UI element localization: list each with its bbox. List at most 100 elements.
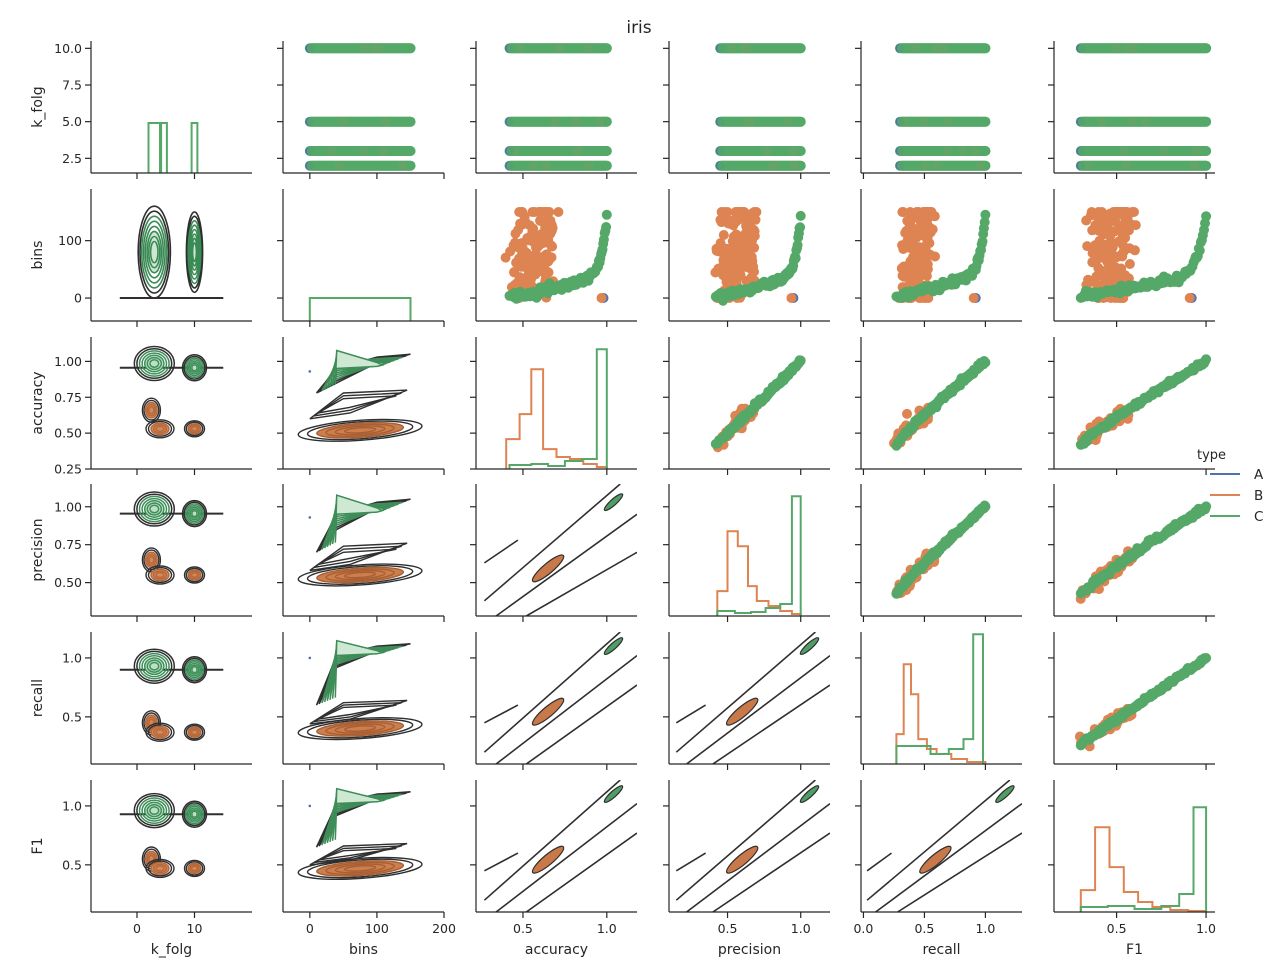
scatter-point-B — [1106, 237, 1117, 248]
panel-F1-vs-accuracy: 0.5 1.0 accuracy — [470, 780, 637, 958]
kde-contour-C — [186, 661, 203, 679]
kde-line — [675, 704, 707, 724]
y-tick-label: 0.25 — [54, 462, 82, 477]
legend-title: type — [1197, 448, 1226, 463]
panel-body — [1074, 653, 1212, 752]
kde-contour-B — [306, 565, 414, 585]
x-axis-label: bins — [349, 942, 378, 958]
scatter-point-B — [1127, 207, 1138, 217]
y-tick-label: 100 — [58, 233, 82, 248]
scatter-point-B — [1120, 232, 1131, 243]
scatter-point-B — [521, 247, 532, 258]
panel-body — [1075, 43, 1212, 171]
kde-contour-C — [334, 349, 385, 384]
hist-C-bar-1 — [160, 122, 168, 173]
panel-body — [483, 632, 637, 764]
panel-F1-vs-F1: 0.5 1.0 F1 — [1048, 780, 1216, 958]
hist-B — [716, 530, 802, 616]
panel-recall-vs-bins — [277, 632, 445, 770]
scatter-point-B — [913, 274, 924, 284]
kde-contour-C — [184, 803, 205, 825]
scatter-point-B — [897, 207, 908, 217]
y-axis-label: recall — [30, 679, 46, 717]
scatter-point-B — [731, 230, 741, 241]
scatter-point-C — [1201, 653, 1212, 663]
kde-contour-C — [191, 364, 198, 372]
kde-line — [483, 780, 621, 901]
panel-body — [895, 633, 987, 764]
kde-contour-B — [309, 389, 408, 420]
y-tick-label: 0.50 — [54, 426, 82, 441]
x-tick-label: 100 — [365, 921, 389, 936]
kde-contour-C — [141, 799, 168, 822]
kde-contour-B — [919, 845, 952, 874]
kde-contour-B — [141, 547, 162, 573]
scatter-point-B — [921, 270, 932, 281]
scatter-point-B — [899, 271, 910, 282]
kde-contour-B — [147, 724, 173, 741]
kde-contour-C — [149, 359, 160, 368]
y-axis-label: precision — [30, 518, 46, 581]
kde-contour-B — [343, 571, 377, 579]
panel-body — [297, 639, 423, 741]
x-tick-label: 10 — [187, 921, 203, 936]
hist-C — [895, 633, 984, 764]
scatter-point-B — [1093, 262, 1104, 273]
panel-body — [1075, 501, 1212, 604]
kde-contour-B — [183, 420, 206, 438]
kde-contour-C — [799, 785, 820, 804]
kde-line — [525, 551, 637, 616]
x-tick-label: 200 — [432, 921, 456, 936]
panel-precision-vs-accuracy — [470, 484, 637, 622]
kde-line — [525, 832, 637, 912]
kde-contour-B — [297, 856, 423, 880]
kde-contour-B — [343, 864, 377, 872]
scatter-point-B — [1101, 213, 1112, 224]
legend-label-A: A — [1254, 467, 1264, 483]
kde-line — [675, 852, 707, 872]
panel-body — [147, 122, 199, 173]
kde-contour-B — [343, 725, 377, 733]
kde-contour-B — [155, 571, 165, 579]
panel-body — [891, 500, 991, 599]
scatter-point-B — [746, 273, 757, 284]
kde-contour-C — [186, 504, 203, 523]
panel-bins-vs-recall — [855, 189, 1022, 327]
hist-B — [1079, 826, 1208, 912]
kde-contour-C — [139, 210, 170, 294]
panel-body — [483, 780, 637, 912]
scatter-point-C — [795, 355, 806, 366]
kde-contour-B — [190, 865, 198, 872]
x-tick-label: 0.0 — [853, 921, 873, 936]
kde-contour-C — [140, 215, 168, 289]
kde-contour-B — [297, 563, 423, 587]
scatter-point-B — [1125, 218, 1135, 229]
scatter-point-B — [1081, 215, 1092, 226]
panel-body — [119, 792, 224, 879]
y-axis-label: accuracy — [30, 371, 46, 434]
scatter-point-B — [524, 220, 535, 231]
kde-contour-C — [141, 497, 168, 521]
kde-line — [525, 684, 637, 764]
kde-line — [675, 632, 816, 753]
panel-body — [119, 205, 224, 299]
kde-contour-C — [334, 639, 385, 698]
panel-body — [675, 780, 830, 912]
kde-contour-C — [183, 657, 206, 682]
kde-contour-B — [147, 860, 173, 877]
scatter-point-B — [898, 244, 909, 254]
scatter-point-B — [724, 253, 735, 264]
scatter-point-B — [968, 293, 979, 303]
y-tick-label: 7.5 — [62, 78, 82, 93]
panel-accuracy-vs-accuracy — [470, 337, 637, 475]
kde-contour-B — [297, 717, 423, 741]
panel-precision-vs-F1 — [1048, 484, 1215, 622]
scatter-point-B — [1099, 250, 1110, 261]
kde-contour-C — [183, 355, 206, 380]
kde-contour-B — [155, 425, 165, 432]
scatter-point-B — [512, 277, 523, 288]
kde-contour-B — [309, 542, 408, 572]
kde-line — [483, 484, 621, 602]
kde-contour-B — [190, 425, 198, 432]
panel-body — [895, 43, 991, 171]
